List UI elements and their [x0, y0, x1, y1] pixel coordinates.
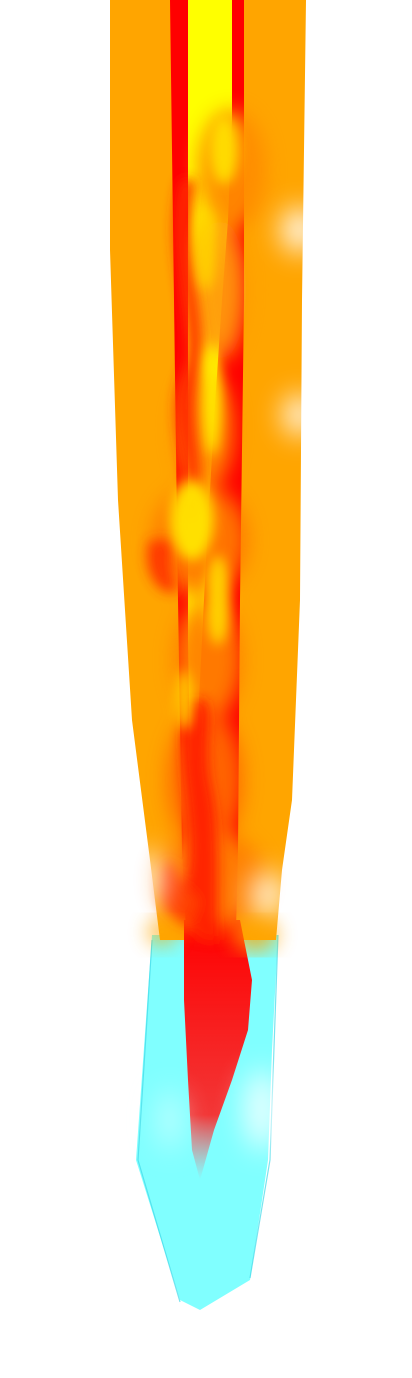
- flame-swirls-red: [147, 180, 220, 940]
- boundary-blend: [148, 919, 277, 951]
- flame-highlights-yellow: [170, 116, 238, 730]
- white-puffs: [136, 208, 318, 1150]
- red-trail: [184, 920, 252, 1180]
- cyan-tail-edge-right: [249, 934, 279, 1279]
- cyan-tail-edge-left: [137, 939, 181, 1303]
